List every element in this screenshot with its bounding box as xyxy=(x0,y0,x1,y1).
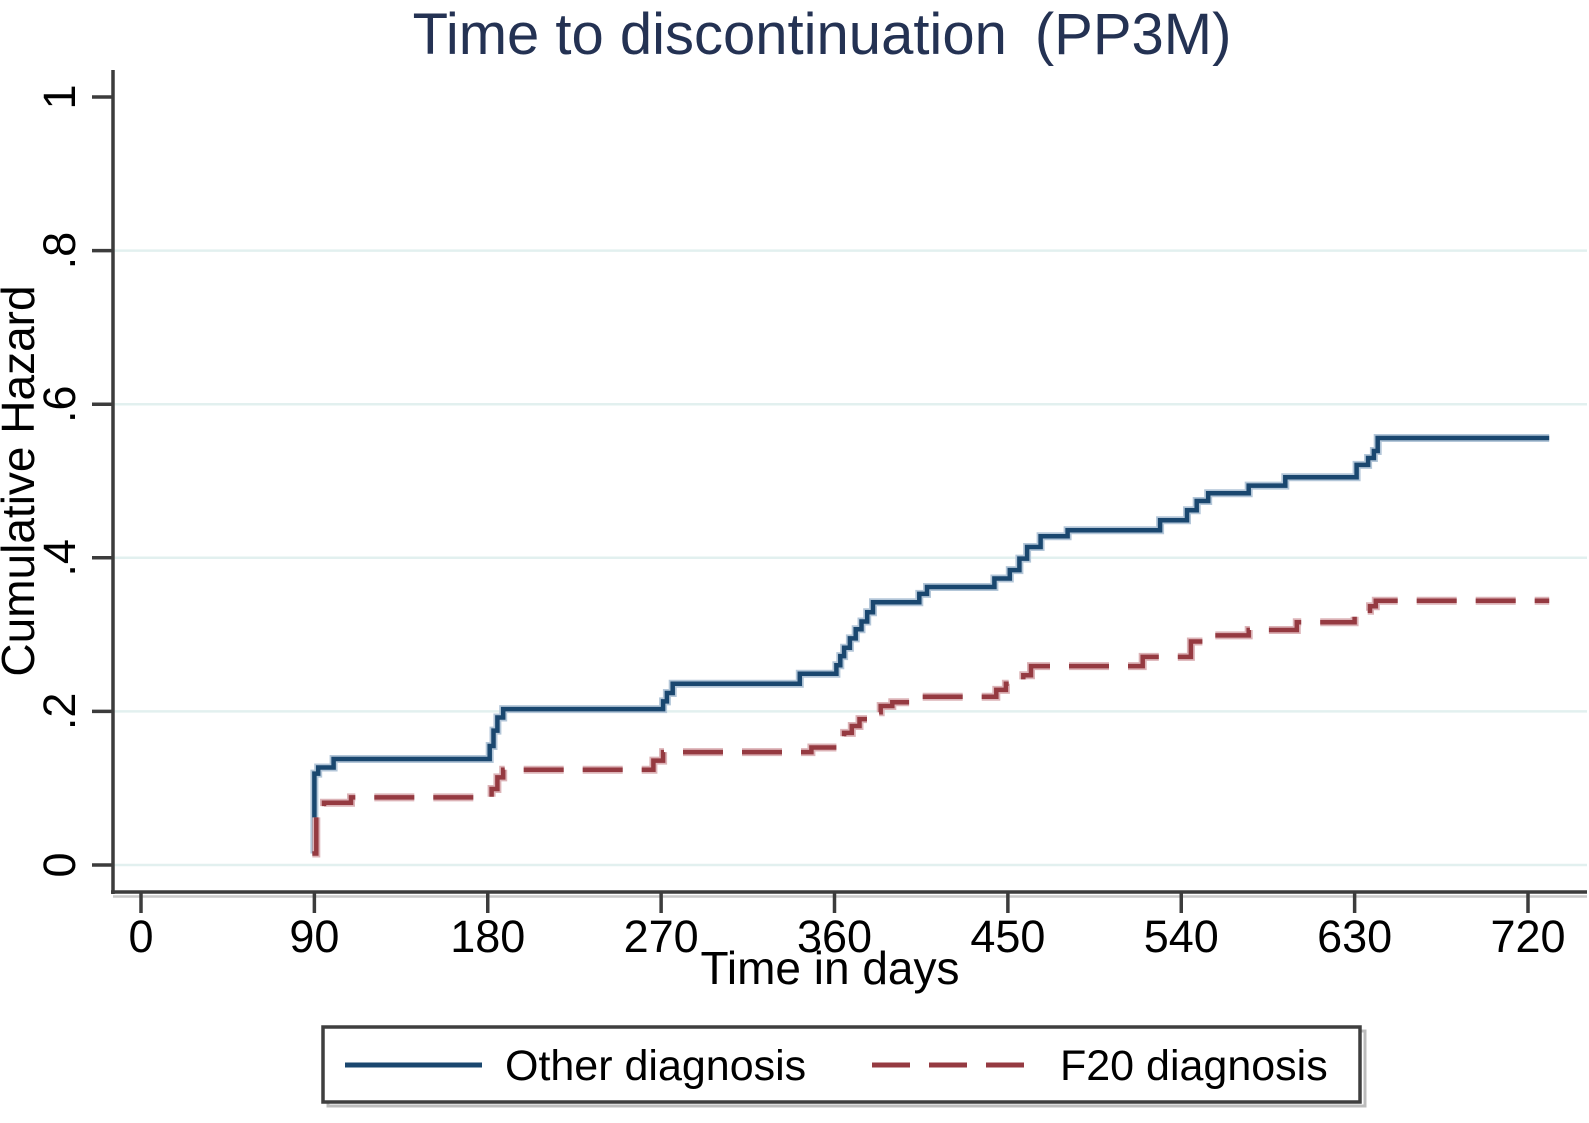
y-tick-label-0.6: .6 xyxy=(34,385,85,423)
x-tick-label-90: 90 xyxy=(289,911,339,962)
x-tick-label-360: 360 xyxy=(797,911,872,962)
y-tick-label-1: 1 xyxy=(34,84,85,109)
legend-f20-label: F20 diagnosis xyxy=(1060,1042,1328,1090)
x-tick-label-450: 450 xyxy=(970,911,1045,962)
x-tick-label-180: 180 xyxy=(450,911,525,962)
chart-title-suffix: (PP3M) xyxy=(1035,2,1232,67)
x-tick-label-270: 270 xyxy=(624,911,699,962)
legend: Other diagnosis F20 diagnosis xyxy=(321,1025,1367,1108)
y-tick-label-0.4: .4 xyxy=(34,539,85,577)
x-tick-label-0: 0 xyxy=(128,911,153,962)
series-other-diagnosis-curve xyxy=(312,435,1550,856)
series-f20-diagnosis-curve xyxy=(312,598,1550,856)
x-tick-label-720: 720 xyxy=(1490,911,1565,962)
chart-title: Time to discontinuation (PP3M) xyxy=(413,2,1232,67)
chart-title-main: Time to discontinuation xyxy=(413,2,1007,67)
y-tick-label-0.2: .2 xyxy=(34,693,85,731)
legend-other-label: Other diagnosis xyxy=(505,1042,806,1090)
x-tick-label-630: 630 xyxy=(1317,911,1392,962)
y-tick-label-0: 0 xyxy=(34,852,85,877)
x-axis-ticks: 0 90 180 270 360 450 540 630 720 xyxy=(128,892,1566,962)
x-tick-label-540: 540 xyxy=(1144,911,1219,962)
y-tick-label-0.8: .8 xyxy=(34,232,85,270)
gridlines xyxy=(113,249,1587,867)
y-axis-ticks: 0 .2 .4 .6 .8 1 xyxy=(34,84,113,878)
y-axis-title: Cumulative Hazard xyxy=(0,285,44,676)
legend-box xyxy=(321,1025,1362,1104)
series-curves xyxy=(310,434,1550,858)
x-axis-title: Time in days xyxy=(700,942,959,994)
